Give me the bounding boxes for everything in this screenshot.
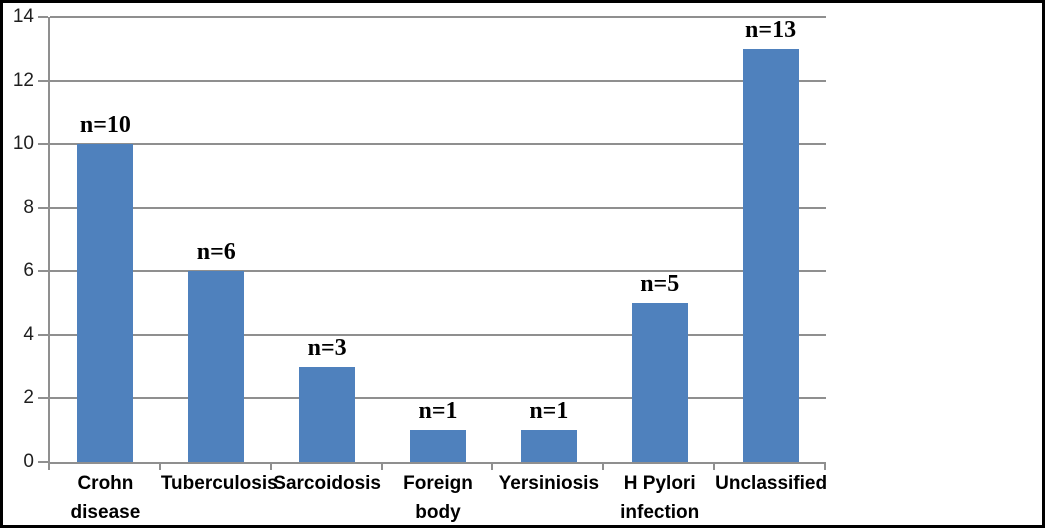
x-axis-tick [269, 462, 272, 470]
y-tick-label: 12 [12, 69, 34, 91]
bar-value-label: n=6 [196, 239, 236, 266]
bar-value-label: n=1 [418, 398, 458, 425]
plot-area: n=10 n=6 n=3 n=1 n=1 n=5 n=13 [38, 16, 826, 470]
bar [410, 430, 466, 462]
y-axis-tick [38, 79, 48, 82]
x-axis-tick [824, 462, 826, 470]
y-tick-label: 0 [23, 451, 34, 472]
y-tick-label: 8 [23, 196, 34, 218]
category-label: Yersiniosis [498, 473, 600, 494]
y-tick-label: 4 [23, 323, 34, 345]
y-axis-tick [38, 397, 48, 400]
category-label: Crohn disease [70, 473, 141, 523]
y-axis-tick [38, 333, 48, 336]
bar [631, 303, 688, 462]
y-tick-label: 2 [23, 387, 34, 409]
y-axis-tick [38, 206, 48, 209]
gridline [50, 16, 826, 18]
category-label: Tuberculosis [160, 473, 278, 494]
x-axis-tick [491, 462, 494, 470]
bar-value-label: n=10 [79, 112, 131, 139]
x-axis-tick [713, 462, 716, 470]
y-axis-tick [38, 16, 48, 18]
x-axis-tick [48, 462, 50, 470]
bar [299, 366, 356, 462]
gridline [50, 79, 826, 82]
y-tick-label: 14 [12, 6, 34, 27]
y-axis-tick [38, 461, 48, 463]
category-label: H Pylori infection [620, 473, 700, 523]
gridline [50, 333, 826, 336]
y-axis-tick [38, 270, 48, 273]
bar-value-label: n=13 [745, 16, 797, 43]
bar-value-label: n=1 [529, 398, 569, 425]
y-axis-tick [38, 143, 48, 146]
x-axis-tick [158, 462, 161, 470]
gridline [50, 206, 826, 209]
bar-value-label: n=5 [640, 271, 680, 298]
bar [77, 144, 134, 462]
gridline [50, 397, 826, 400]
category-label: Sarcoidosis [273, 473, 381, 494]
bar [188, 271, 245, 462]
bar-value-label: n=3 [307, 334, 347, 361]
x-axis-labels: Crohn disease Tuberculosis Sarcoidosis Fore… [50, 469, 828, 525]
x-axis-tick [602, 462, 605, 470]
y-tick-label: 6 [23, 260, 34, 282]
y-tick-label: 10 [12, 133, 34, 155]
x-axis-tick [380, 462, 383, 470]
bar [520, 430, 577, 462]
bar [742, 48, 799, 462]
category-label: Unclassified [715, 473, 828, 494]
category-label: Foreign body [403, 473, 473, 523]
gridline [50, 143, 826, 146]
y-axis-labels: 0 2 4 6 8 10 12 14 [3, 3, 34, 525]
gridline [50, 270, 826, 273]
